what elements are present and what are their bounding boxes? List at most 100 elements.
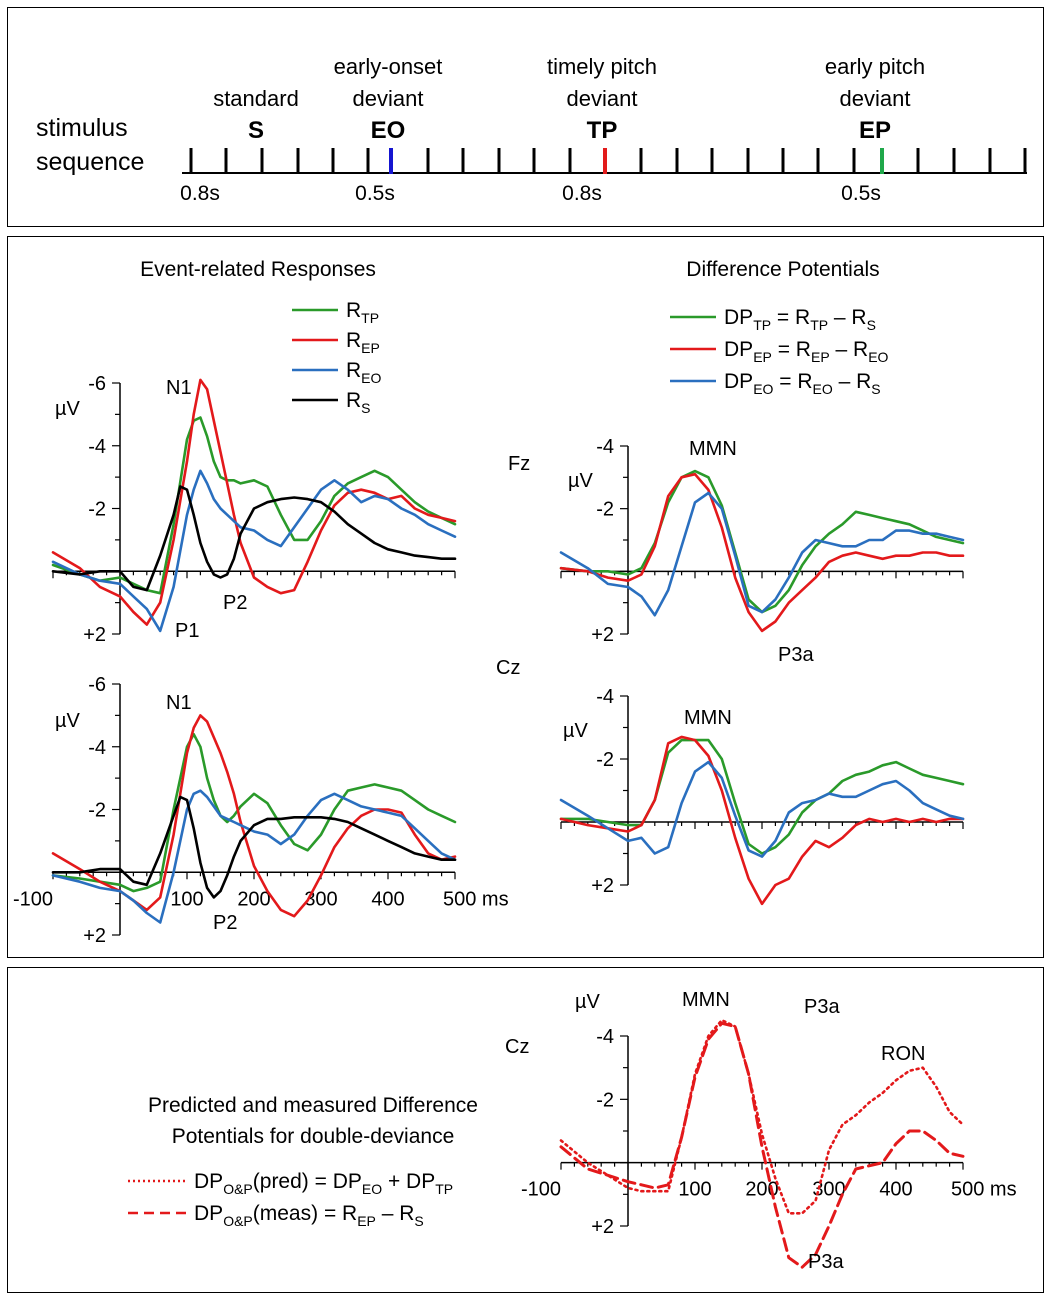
- legend-text-part: R: [346, 389, 361, 412]
- y-unit-label: µV: [55, 398, 81, 420]
- x-tick-label: -100: [521, 1179, 561, 1201]
- interval-label: 0.8s: [562, 182, 602, 205]
- prediction-plot: -4 -2 +2 µV -100 100 200 300 400 500 ms: [521, 991, 1017, 1269]
- series-line-dp-o-p-meas-: [559, 1021, 965, 1269]
- legend-text-part: EP: [357, 1213, 376, 1229]
- legend-entry: RTP: [346, 299, 379, 326]
- electrode-cz-label: Cz: [505, 1036, 529, 1058]
- legend-text-part: TP: [361, 310, 379, 326]
- legend-text-part: R: [346, 329, 361, 352]
- legend-text-part: S: [871, 381, 880, 397]
- y-tick-label: -2: [88, 800, 106, 822]
- y-tick-label: -6: [88, 373, 106, 395]
- y-tick-label: +2: [591, 624, 614, 646]
- responses-svg: Event-related Responses Difference Poten…: [13, 258, 965, 947]
- x-tick-label: 100: [170, 888, 203, 910]
- y-unit-label: µV: [568, 470, 594, 492]
- peak-p2-label: P2: [223, 592, 247, 614]
- peak-p2-label: P2: [213, 912, 237, 934]
- y-tick-label: +2: [83, 925, 106, 947]
- series-line-dp-o-p-pred-: [559, 1018, 965, 1215]
- x-tick-label: 300: [812, 1179, 845, 1201]
- x-tick-label: 200: [237, 888, 270, 910]
- peak-n1-label: N1: [166, 692, 192, 714]
- legend-text-part: S: [414, 1213, 423, 1229]
- legend-text-part: – R: [833, 370, 872, 393]
- legend-text-part: – R: [828, 306, 867, 329]
- legend-text-part: S: [867, 317, 876, 333]
- peak-mmn-label: MMN: [684, 707, 732, 729]
- legend-text-part: = R: [771, 306, 810, 329]
- y-tick-label: +2: [83, 624, 106, 646]
- y-tick-label: -4: [88, 737, 106, 759]
- x-tick-label: -100: [13, 888, 53, 910]
- peak-p1-label: P1: [175, 620, 199, 642]
- series-line-r-tp: [51, 732, 457, 893]
- legend-text-part: EP: [811, 349, 830, 365]
- y-tick-label: -4: [596, 1026, 614, 1048]
- legend-entry: DPO&P(meas) = REP – RS: [194, 1202, 424, 1229]
- legend-text-part: – R: [830, 338, 869, 361]
- legend-text-part: S: [361, 400, 370, 416]
- peak-ron-label: RON: [881, 1043, 925, 1065]
- dp-title: Difference Potentials: [686, 258, 879, 281]
- peak-mmn-label: MMN: [682, 989, 730, 1011]
- legend-entry: DPTP = RTP – RS: [724, 306, 876, 333]
- legend-text-part: EO: [753, 381, 773, 397]
- legend-entry: DPO&P(pred) = DPEO + DPTP: [194, 1170, 453, 1197]
- y-unit-label: µV: [575, 991, 601, 1013]
- responses-panel: Event-related Responses Difference Poten…: [7, 236, 1044, 958]
- y-tick-label: -2: [596, 1089, 614, 1111]
- legend-text-part: (meas) = R: [253, 1202, 357, 1225]
- event-ep-label-mid: deviant: [840, 86, 911, 111]
- electrode-fz-label: Fz: [508, 453, 530, 475]
- legend-text-part: TP: [810, 317, 828, 333]
- peak-p3a-label: P3a: [804, 996, 840, 1018]
- legend-entry: REO: [346, 359, 382, 386]
- y-tick-label: +2: [591, 875, 614, 897]
- x-tick-label: 100: [678, 1179, 711, 1201]
- stimulus-label-1: stimulus: [36, 114, 128, 142]
- prediction-panel: Predicted and measured Difference Potent…: [7, 967, 1044, 1293]
- legend-text-part: EO: [362, 1181, 382, 1197]
- series-line-dp-ep: [559, 472, 965, 633]
- sequence-ticks: [189, 148, 1027, 174]
- legend-text-part: EO: [868, 349, 888, 365]
- event-eo-label-top: early-onset: [334, 54, 443, 79]
- series-line-r-eo: [51, 789, 457, 924]
- legend-entry: DPEO = REO – RS: [724, 370, 881, 397]
- legend-text-part: DP: [724, 306, 753, 329]
- legend-text-part: R: [346, 299, 361, 322]
- interval-label: 0.5s: [355, 182, 395, 205]
- legend-text-part: + DP: [382, 1170, 435, 1193]
- series-line-dp-ep: [559, 735, 965, 906]
- y-tick-label: -6: [88, 674, 106, 696]
- series-line-r-s: [51, 485, 457, 592]
- series-line-dp-tp: [559, 469, 965, 614]
- y-tick-label: -2: [88, 499, 106, 521]
- x-tick-label: 200: [745, 1179, 778, 1201]
- electrode-cz-label: Cz: [496, 657, 520, 679]
- y-tick-label: -2: [596, 749, 614, 771]
- y-tick-label: -4: [596, 436, 614, 458]
- series-line-r-s: [51, 795, 457, 899]
- y-tick-label: -2: [596, 499, 614, 521]
- legend-text-part: O&P: [223, 1181, 253, 1197]
- dp-fz-plot: -4 -2 +2 µV: [559, 436, 965, 646]
- legend-text-part: = R: [773, 370, 812, 393]
- interval-label: 0.5s: [841, 182, 881, 205]
- x-tick-label: 500 ms: [443, 888, 509, 910]
- series-line-dp-eo: [559, 491, 965, 617]
- event-ep-label-top: early pitch: [825, 54, 925, 79]
- legend-text-part: EO: [361, 370, 381, 386]
- legend-text-part: TP: [753, 317, 771, 333]
- event-tp-code: TP: [587, 117, 618, 144]
- legend-text-part: – R: [376, 1202, 415, 1225]
- peak-mmn-label: MMN: [689, 438, 737, 460]
- legend-text-part: DP: [724, 338, 753, 361]
- legend-text-part: TP: [435, 1181, 453, 1197]
- interval-label: 0.8s: [180, 182, 220, 205]
- peak-p3a-label: P3a: [778, 644, 814, 666]
